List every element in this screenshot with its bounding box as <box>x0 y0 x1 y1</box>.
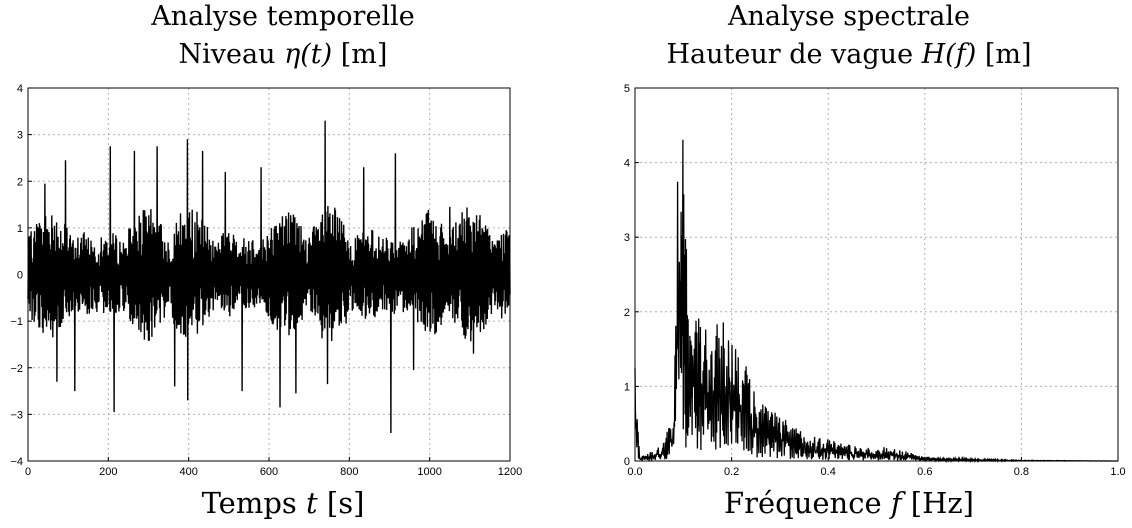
time-series-panel: Analyse temporelle Niveau η(t) [m] 0 200 4… <box>0 1 566 521</box>
plot-frame <box>27 87 511 462</box>
title-prefix: Hauteur de vague <box>666 39 922 70</box>
chart-title-line1: Analyse spectrale <box>728 1 970 32</box>
y-tick-label: 1 <box>624 381 630 393</box>
y-tick-label: 2 <box>624 307 630 319</box>
y-tick-label: 3 <box>17 130 23 142</box>
title-suffix: [m] <box>332 39 388 70</box>
x-tick-label: 200 <box>99 466 117 478</box>
x-tick-label: 0.0 <box>627 466 642 478</box>
y-tick-label: 4 <box>624 158 630 170</box>
xlabel-variable: t <box>306 486 318 520</box>
title-suffix: [m] <box>976 39 1032 70</box>
y-tick-label: −1 <box>10 316 23 328</box>
x-tick-label: 0.4 <box>821 466 836 478</box>
x-axis-label: Temps t [s] <box>0 486 566 520</box>
spectrum-chart: 0.0 0.2 0.4 0.6 0.8 1.0 5 4 3 2 1 0 <box>624 83 1126 478</box>
x-tick-label: 0 <box>25 466 31 478</box>
y-tick-label: 4 <box>17 83 23 95</box>
title-variable: H(f) <box>921 39 977 70</box>
plot-frame <box>634 87 1119 462</box>
xlabel-prefix: Temps <box>201 486 307 520</box>
chart-title-line1: Analyse temporelle <box>151 1 415 32</box>
xlabel-suffix: [s] <box>317 486 365 520</box>
x-tick-label: 0.6 <box>917 466 932 478</box>
y-tick-label: 1 <box>17 223 23 235</box>
y-tick-label: 0 <box>17 270 23 282</box>
spectrum-panel: Analyse spectrale Hauteur de vague H(f) … <box>566 0 1132 528</box>
chart-title-line2: Hauteur de vague H(f) [m] <box>566 40 1132 70</box>
x-tick-label: 600 <box>260 466 278 478</box>
series-line <box>634 139 1118 464</box>
x-tick-label: 1000 <box>417 466 441 478</box>
series-line <box>27 120 511 434</box>
x-tick-label: 0.8 <box>1014 466 1029 478</box>
xlabel-variable: f <box>890 486 902 520</box>
x-tick-label: 1200 <box>498 466 522 478</box>
x-tick-label: 1.0 <box>1110 466 1125 478</box>
x-axis-label: Fréquence f [Hz] <box>566 486 1132 520</box>
chart-title-line2: Niveau η(t) [m] <box>0 40 566 70</box>
x-tick-label: 400 <box>179 466 197 478</box>
title-variable: η(t) <box>284 39 333 70</box>
y-tick-label: −2 <box>10 363 23 375</box>
y-tick-label: 5 <box>624 83 630 95</box>
xlabel-suffix: [Hz] <box>901 486 974 520</box>
x-tick-label: 800 <box>340 466 358 478</box>
time-series-chart: 0 200 400 600 800 1000 1200 4 3 2 1 0 −1 −2 −3 −4 <box>10 83 522 478</box>
y-tick-label: 2 <box>17 176 23 188</box>
y-tick-label: −4 <box>10 456 23 468</box>
xlabel-prefix: Fréquence <box>723 486 891 520</box>
y-tick-label: −3 <box>10 409 23 421</box>
y-tick-label: 0 <box>624 456 630 468</box>
y-tick-label: 3 <box>624 232 630 244</box>
x-tick-label: 0.2 <box>724 466 739 478</box>
title-prefix: Niveau <box>178 39 285 70</box>
